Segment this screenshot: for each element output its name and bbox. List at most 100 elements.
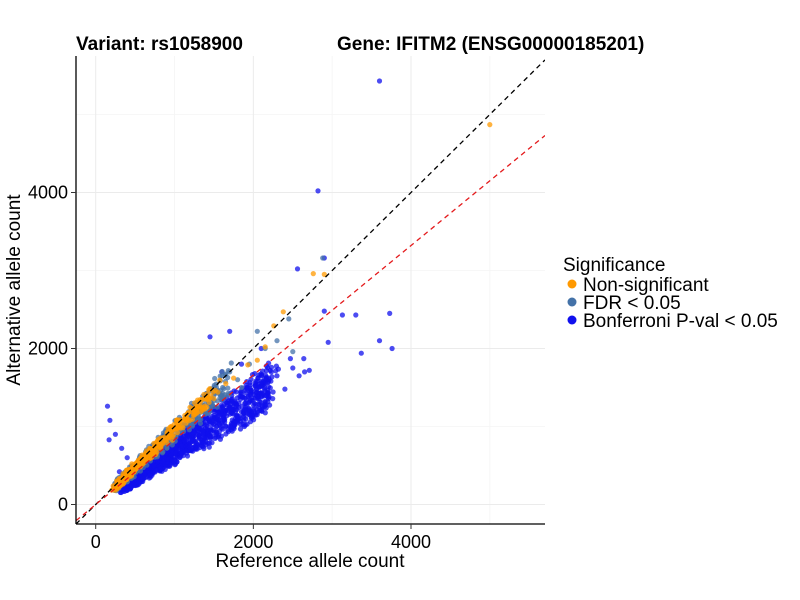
data-point — [155, 459, 161, 465]
data-point — [169, 437, 175, 443]
data-point — [107, 417, 113, 423]
data-point — [353, 312, 359, 318]
data-point — [165, 456, 171, 462]
data-point — [163, 437, 169, 443]
data-point — [286, 316, 292, 322]
legend-label: Non-significant — [583, 275, 709, 296]
data-point — [247, 380, 253, 386]
data-point — [191, 410, 197, 416]
data-point — [241, 415, 247, 421]
x-axis-title: Reference allele count — [215, 551, 405, 572]
data-point — [184, 450, 190, 456]
data-point — [151, 463, 157, 469]
data-point — [198, 404, 204, 410]
data-point — [197, 399, 203, 405]
data-point — [302, 369, 308, 375]
data-point — [247, 385, 253, 391]
data-point — [232, 398, 238, 405]
data-point — [207, 334, 213, 340]
data-point — [270, 389, 276, 395]
grid-layer — [76, 56, 545, 524]
data-point — [325, 339, 331, 345]
data-point — [169, 427, 176, 433]
data-point — [227, 423, 233, 430]
data-point — [251, 402, 257, 408]
data-point — [487, 122, 493, 128]
x-tick-label: 2000 — [233, 532, 273, 552]
data-point — [290, 349, 296, 355]
legend-label: Bonferroni P-val < 0.05 — [583, 311, 778, 332]
data-point — [258, 380, 264, 386]
data-point — [228, 360, 234, 366]
data-point — [106, 437, 112, 443]
data-point — [218, 423, 224, 429]
data-point — [238, 384, 245, 391]
data-point — [193, 403, 199, 410]
data-point — [263, 367, 269, 374]
data-point — [212, 375, 218, 382]
data-point — [219, 392, 225, 398]
data-point — [294, 266, 301, 272]
data-point — [217, 373, 223, 379]
data-point — [253, 390, 260, 396]
data-point — [266, 377, 272, 383]
data-point — [218, 411, 224, 417]
data-point — [179, 423, 185, 429]
data-point — [252, 383, 259, 389]
data-point — [228, 396, 234, 402]
data-point — [212, 435, 218, 441]
data-point — [235, 416, 241, 422]
data-point — [290, 365, 296, 371]
data-point — [267, 402, 273, 408]
chart-title-gene: Gene: IFITM2 (ENSG00000185201) — [337, 34, 644, 55]
data-point — [209, 418, 215, 424]
scatter-points — [104, 78, 493, 496]
data-point — [197, 420, 203, 426]
data-point — [223, 381, 229, 387]
data-point — [153, 467, 159, 474]
data-point — [274, 373, 280, 379]
data-point — [376, 78, 383, 84]
data-point — [223, 423, 229, 429]
data-point — [183, 443, 189, 450]
data-point — [174, 417, 180, 423]
data-point — [240, 394, 246, 400]
data-point — [216, 428, 223, 434]
data-point — [262, 401, 268, 407]
legend-key — [567, 315, 577, 325]
data-point — [233, 408, 239, 414]
y-axis-title: Alternative allele count — [4, 194, 25, 386]
data-point — [204, 422, 210, 428]
data-point — [190, 438, 196, 444]
data-point — [253, 378, 259, 384]
x-tick-label: 4000 — [391, 532, 431, 552]
y-tick-label: 4000 — [28, 183, 68, 203]
data-point — [376, 338, 383, 344]
data-point — [215, 398, 221, 404]
data-point — [211, 396, 217, 402]
data-point — [178, 450, 184, 456]
legend-key — [567, 279, 577, 289]
data-point — [258, 345, 264, 352]
data-point — [169, 433, 175, 439]
reference-line-identity — [76, 59, 545, 524]
data-point — [221, 386, 227, 392]
data-point — [189, 446, 195, 452]
data-point — [287, 356, 293, 362]
data-point — [225, 385, 231, 391]
data-point — [321, 271, 327, 277]
data-point — [174, 429, 180, 436]
data-point — [238, 361, 245, 367]
data-point — [274, 338, 280, 344]
data-point — [206, 396, 212, 402]
data-point — [231, 375, 237, 381]
data-point — [203, 442, 209, 448]
data-point — [147, 472, 153, 478]
data-point — [310, 271, 316, 277]
legend-entry: Bonferroni P-val < 0.05 — [567, 311, 778, 332]
data-point — [275, 366, 281, 372]
axes — [75, 56, 545, 525]
data-point — [249, 415, 255, 421]
data-point — [172, 450, 178, 456]
